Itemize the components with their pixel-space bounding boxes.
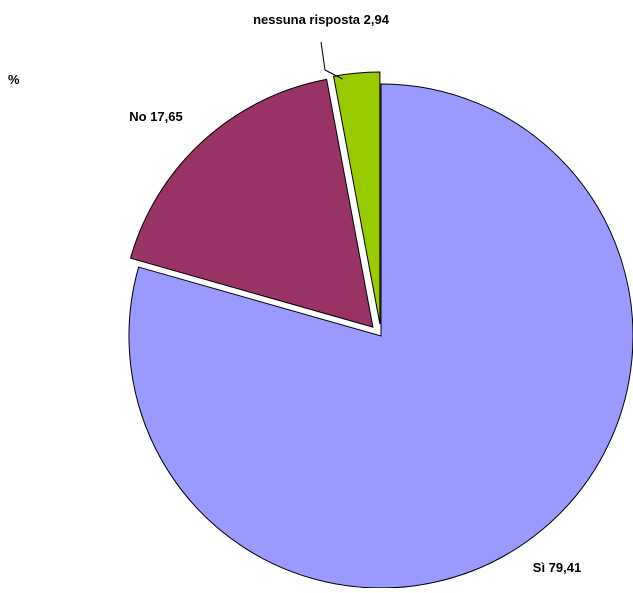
- data-label-nessuna-risposta: nessuna risposta 2,94: [253, 12, 390, 27]
- data-label-no: No 17,65: [129, 109, 182, 124]
- pie-slice-s: [128, 83, 633, 589]
- pie-slices: [128, 71, 633, 589]
- pie-slice-no: [129, 78, 374, 328]
- data-label-s: Sì 79,41: [533, 560, 581, 575]
- pie-slice-nessuna-risposta: [333, 71, 381, 325]
- unit-label: %: [8, 72, 20, 87]
- leader-line-nessuna-risposta: [320, 41, 343, 80]
- leader-lines: [320, 41, 343, 80]
- data-labels: Sì 79,41 No 17,65 nessuna risposta 2,94: [129, 12, 581, 575]
